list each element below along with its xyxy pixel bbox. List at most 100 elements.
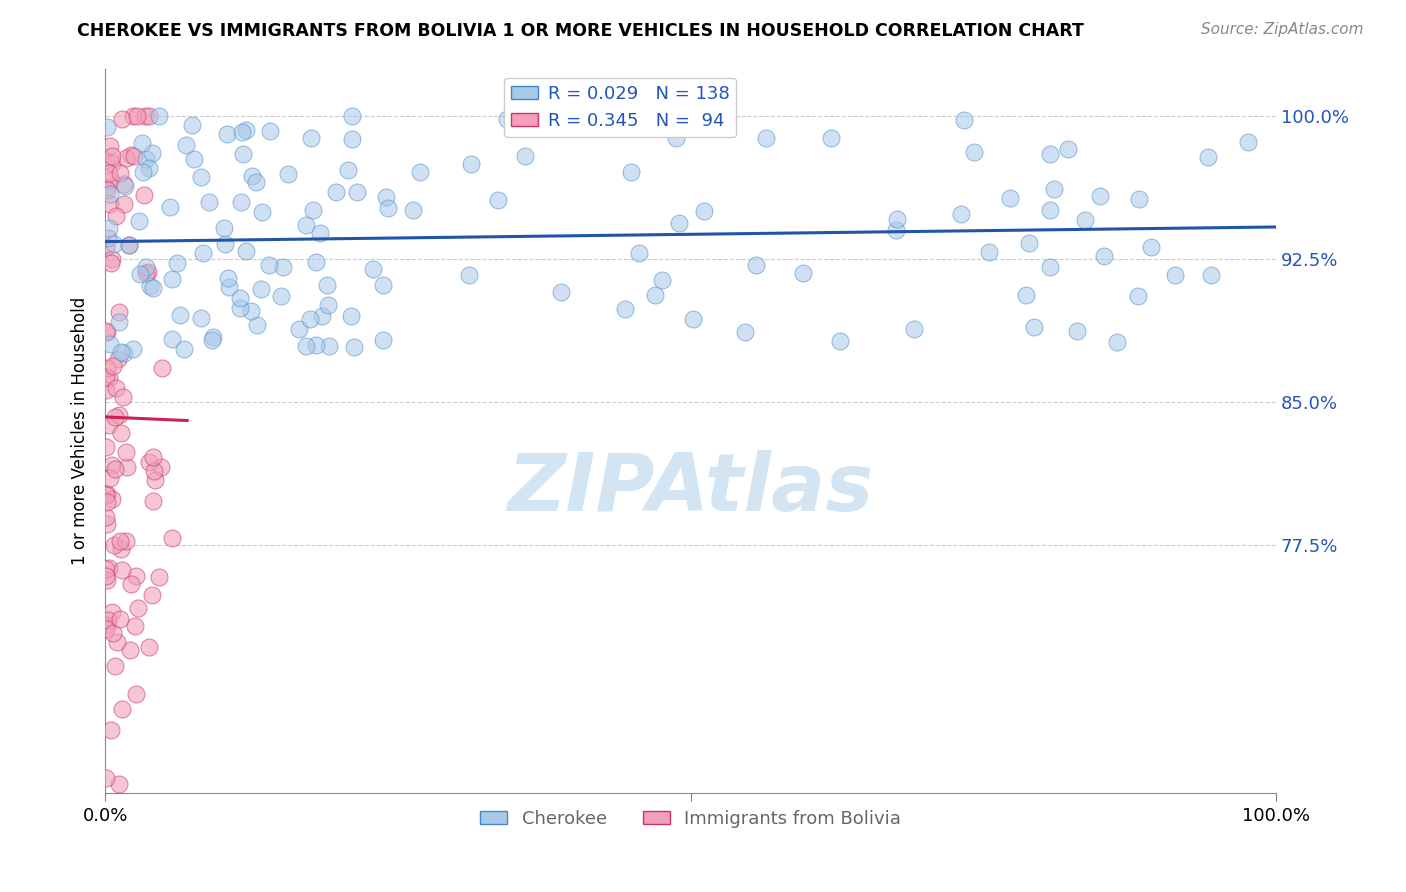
Point <box>127 600 149 615</box>
Point <box>120 577 142 591</box>
Point <box>104 659 127 673</box>
Point <box>191 246 214 260</box>
Point <box>217 270 239 285</box>
Point <box>998 191 1021 205</box>
Point <box>340 309 363 323</box>
Point <box>160 531 183 545</box>
Point <box>240 169 263 183</box>
Point <box>1066 324 1088 338</box>
Point <box>112 345 135 359</box>
Point <box>97 166 120 180</box>
Point <box>166 256 188 270</box>
Point <box>110 542 132 557</box>
Point <box>103 236 125 251</box>
Point <box>96 573 118 587</box>
Point <box>127 109 149 123</box>
Point <box>232 147 254 161</box>
Point <box>246 318 269 333</box>
Point <box>101 359 124 374</box>
Point <box>96 495 118 509</box>
Point <box>143 473 166 487</box>
Point <box>159 200 181 214</box>
Point <box>277 167 299 181</box>
Point <box>665 130 688 145</box>
Point <box>108 612 131 626</box>
Point <box>135 152 157 166</box>
Point <box>259 124 281 138</box>
Point <box>318 339 340 353</box>
Point <box>1126 289 1149 303</box>
Point <box>103 538 125 552</box>
Point <box>1139 240 1161 254</box>
Text: CHEROKEE VS IMMIGRANTS FROM BOLIVIA 1 OR MORE VEHICLES IN HOUSEHOLD CORRELATION : CHEROKEE VS IMMIGRANTS FROM BOLIVIA 1 OR… <box>77 22 1084 40</box>
Point <box>245 175 267 189</box>
Point <box>142 494 165 508</box>
Point <box>239 303 262 318</box>
Point <box>148 109 170 123</box>
Point <box>288 322 311 336</box>
Point <box>98 197 121 211</box>
Point <box>97 560 120 574</box>
Point <box>96 622 118 636</box>
Point <box>97 231 120 245</box>
Point <box>202 330 225 344</box>
Point <box>217 127 239 141</box>
Point <box>96 487 118 501</box>
Point <box>316 277 339 292</box>
Point <box>294 218 316 232</box>
Point <box>644 288 666 302</box>
Point <box>110 345 132 359</box>
Point <box>792 266 814 280</box>
Point <box>486 194 509 208</box>
Point <box>828 334 851 348</box>
Point <box>101 156 124 170</box>
Point <box>115 151 138 165</box>
Point <box>402 202 425 217</box>
Point <box>98 186 121 201</box>
Point <box>100 173 122 187</box>
Point <box>96 486 118 500</box>
Point <box>111 563 134 577</box>
Point <box>96 239 118 253</box>
Point <box>1074 212 1097 227</box>
Point <box>1022 319 1045 334</box>
Point <box>301 203 323 218</box>
Text: Source: ZipAtlas.com: Source: ZipAtlas.com <box>1201 22 1364 37</box>
Point <box>820 131 842 145</box>
Point <box>235 244 257 259</box>
Point <box>886 211 908 226</box>
Point <box>120 148 142 162</box>
Point <box>118 238 141 252</box>
Point <box>120 643 142 657</box>
Point <box>108 166 131 180</box>
Point <box>374 190 396 204</box>
Point <box>150 361 173 376</box>
Point <box>141 146 163 161</box>
Point <box>138 640 160 654</box>
Point <box>104 461 127 475</box>
Point <box>169 308 191 322</box>
Point <box>235 123 257 137</box>
Point <box>104 210 127 224</box>
Point <box>1237 136 1260 150</box>
Point <box>340 132 363 146</box>
Point <box>628 245 651 260</box>
Point <box>342 109 364 123</box>
Point <box>1199 268 1222 283</box>
Point <box>132 165 155 179</box>
Point <box>108 534 131 549</box>
Y-axis label: 1 or more Vehicles in Household: 1 or more Vehicles in Household <box>72 297 89 565</box>
Point <box>132 188 155 202</box>
Point <box>101 626 124 640</box>
Point <box>1018 235 1040 250</box>
Point <box>96 517 118 532</box>
Point <box>96 569 118 583</box>
Point <box>100 256 122 270</box>
Point <box>97 613 120 627</box>
Point <box>229 301 252 315</box>
Point <box>131 136 153 151</box>
Point <box>122 342 145 356</box>
Point <box>124 618 146 632</box>
Point <box>98 471 121 485</box>
Point <box>214 236 236 251</box>
